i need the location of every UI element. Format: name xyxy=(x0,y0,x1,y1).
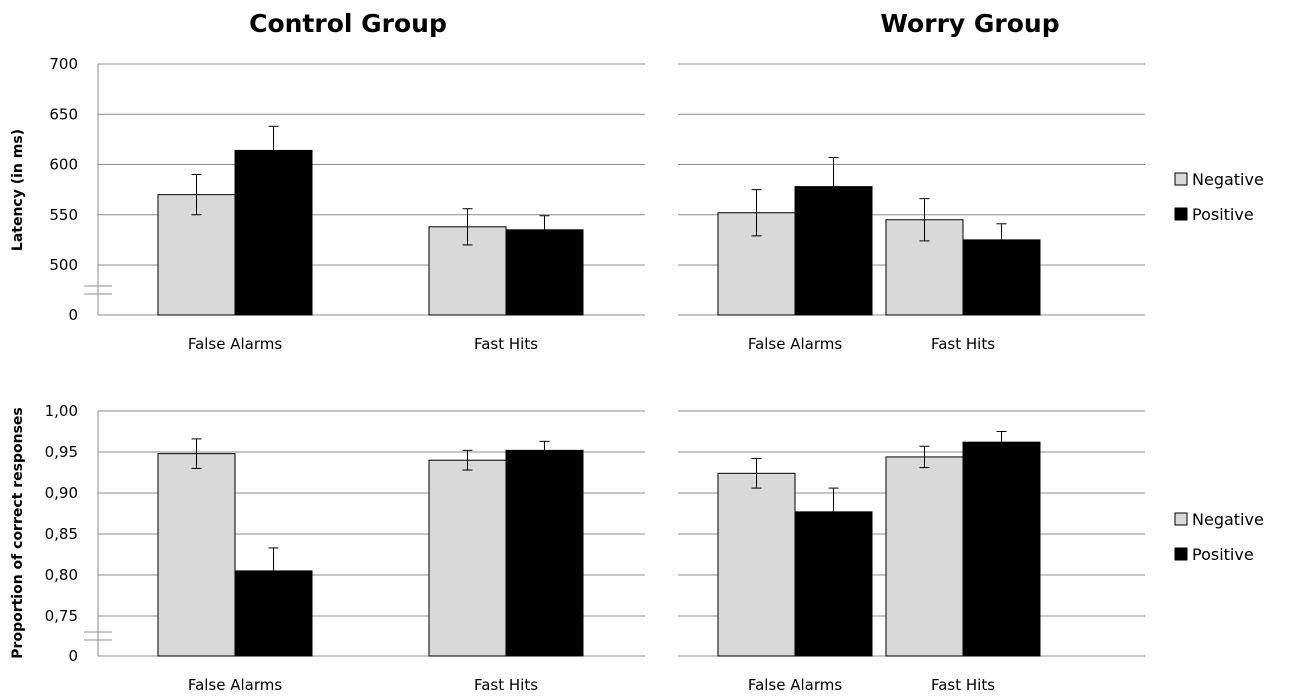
chart0-ytick-650: 650 xyxy=(49,105,78,123)
chart0-ytick-600: 600 xyxy=(49,156,78,174)
chart1-worry-group-bar-false-alarms-negative xyxy=(717,472,796,657)
chart1-ytick-1-00: 1,00 xyxy=(45,402,78,420)
chart1-ytick-0: 0 xyxy=(68,647,78,665)
chart0-legend-swatch-negative xyxy=(1174,172,1188,186)
chart0-ytick-0: 0 xyxy=(68,306,78,324)
control-group-title: Control Group xyxy=(249,9,447,38)
chart1-legend-label-negative: Negative xyxy=(1192,510,1264,529)
chart0-legend-label-positive: Positive xyxy=(1192,205,1254,224)
plot-layer: Latency (in ms) 0 500 550 600 650 700 False Ala… xyxy=(10,55,1264,694)
chart1-legend-swatch-negative xyxy=(1174,512,1188,526)
chart1-worry-group-category-false-alarms: False Alarms xyxy=(748,676,843,694)
chart0-ytick-500: 500 xyxy=(49,256,78,274)
chart0-legend-swatch-positive xyxy=(1174,207,1188,221)
chart1-control-group-bar-fast-hits-positive xyxy=(505,449,584,657)
chart0-worry-group-category-false-alarms: False Alarms xyxy=(748,335,843,353)
chart1-legend-label-positive: Positive xyxy=(1192,545,1254,564)
chart1-ylabel: Proportion of correct responses xyxy=(10,407,26,658)
chart0-ylabel: Latency (in ms) xyxy=(10,129,26,251)
worry-group-title: Worry Group xyxy=(880,9,1059,38)
chart1-control-group-bar-fast-hits-negative xyxy=(428,459,507,657)
chart0-control-group-bar-false-alarms-positive xyxy=(234,149,313,316)
chart1-legend-swatch-positive xyxy=(1174,547,1188,561)
chart1-control-group-bar-false-alarms-negative xyxy=(157,453,236,657)
chart1-ytick-0-80: 0,80 xyxy=(45,566,78,584)
chart0-control-group-category-fast-hits: Fast Hits xyxy=(474,335,538,353)
chart1-ytick-0-90: 0,90 xyxy=(45,484,78,502)
chart1-ytick-0-75: 0,75 xyxy=(45,607,78,625)
chart1-worry-group-category-fast-hits: Fast Hits xyxy=(931,676,995,694)
chart0-ytick-550: 550 xyxy=(49,206,78,224)
chart0-control-group-category-false-alarms: False Alarms xyxy=(188,335,283,353)
chart1-worry-group-bar-fast-hits-positive xyxy=(962,441,1041,657)
chart1-control-group-category-false-alarms: False Alarms xyxy=(188,676,283,694)
chart0-legend-label-negative: Negative xyxy=(1192,170,1264,189)
chart1-ytick-0-95: 0,95 xyxy=(45,443,78,461)
chart0-worry-group-category-fast-hits: Fast Hits xyxy=(931,335,995,353)
chart0-ytick-700: 700 xyxy=(49,55,78,73)
chart1-ytick-0-85: 0,85 xyxy=(45,525,78,543)
chart1-control-group-category-fast-hits: Fast Hits xyxy=(474,676,538,694)
chart1-worry-group-bar-fast-hits-negative xyxy=(885,456,964,657)
